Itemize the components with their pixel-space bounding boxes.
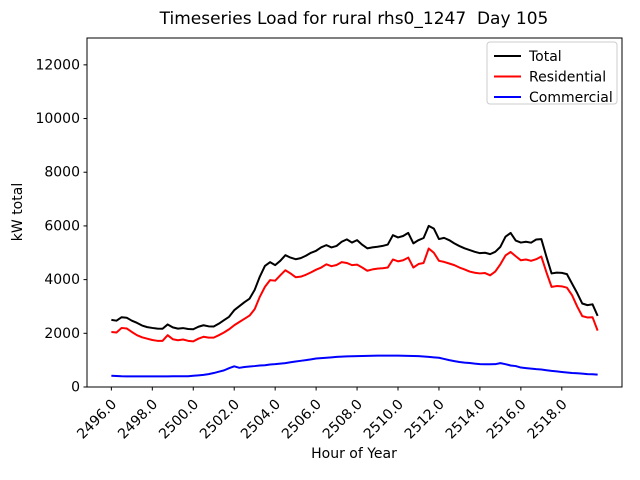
y-tick-label: 12000 <box>35 57 80 73</box>
legend-label-residential: Residential <box>529 70 606 86</box>
series-line-residential <box>111 247 599 343</box>
y-tick-label: 2000 <box>44 326 80 342</box>
series-line-total <box>111 224 599 331</box>
chart-title: Timeseries Load for rural rhs0_1247 Day … <box>159 9 549 29</box>
legend-label-total: Total <box>528 49 562 65</box>
legend-frame <box>486 41 618 105</box>
y-tick-label: 0 <box>71 380 80 396</box>
axes-frame <box>86 37 623 388</box>
legend: Total Residential Commercial <box>486 41 618 106</box>
x-axis-label: Hour of Year <box>311 446 397 462</box>
y-tick-label: 6000 <box>44 218 80 234</box>
y-axis-label: kW total <box>10 183 26 241</box>
series-line-commercial <box>111 354 598 378</box>
y-tick-label: 8000 <box>44 165 80 181</box>
y-tick-label: 4000 <box>44 272 80 288</box>
series-layer <box>111 224 599 378</box>
y-tick-label: 10000 <box>35 111 80 127</box>
legend-label-commercial: Commercial <box>529 90 613 106</box>
